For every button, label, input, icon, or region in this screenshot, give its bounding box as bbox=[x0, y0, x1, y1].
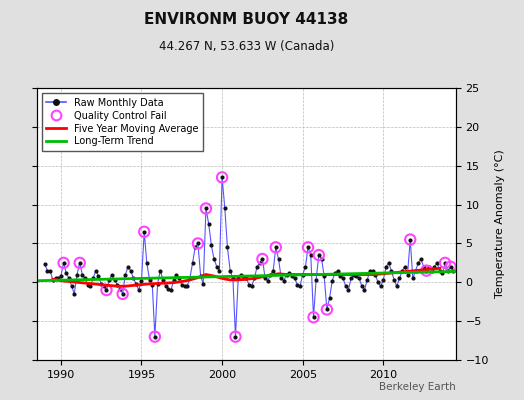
Point bbox=[140, 228, 148, 235]
Y-axis label: Temperature Anomaly (°C): Temperature Anomaly (°C) bbox=[495, 150, 505, 298]
Point bbox=[231, 334, 239, 340]
Point bbox=[406, 236, 414, 243]
Legend: Raw Monthly Data, Quality Control Fail, Five Year Moving Average, Long-Term Tren: Raw Monthly Data, Quality Control Fail, … bbox=[41, 93, 203, 151]
Point bbox=[118, 291, 127, 297]
Text: Berkeley Earth: Berkeley Earth bbox=[379, 382, 456, 392]
Point bbox=[59, 260, 68, 266]
Text: ENVIRONM BUOY 44138: ENVIRONM BUOY 44138 bbox=[144, 12, 348, 27]
Text: 44.267 N, 53.633 W (Canada): 44.267 N, 53.633 W (Canada) bbox=[159, 40, 334, 53]
Point bbox=[271, 244, 280, 250]
Point bbox=[102, 287, 111, 293]
Point bbox=[323, 306, 331, 313]
Point bbox=[314, 252, 323, 258]
Point bbox=[151, 334, 159, 340]
Point bbox=[422, 268, 431, 274]
Point bbox=[446, 264, 455, 270]
Point bbox=[309, 314, 318, 320]
Point bbox=[258, 256, 267, 262]
Point bbox=[75, 260, 84, 266]
Point bbox=[202, 205, 210, 212]
Point bbox=[304, 244, 312, 250]
Point bbox=[441, 260, 449, 266]
Point bbox=[194, 240, 202, 247]
Point bbox=[218, 174, 226, 180]
